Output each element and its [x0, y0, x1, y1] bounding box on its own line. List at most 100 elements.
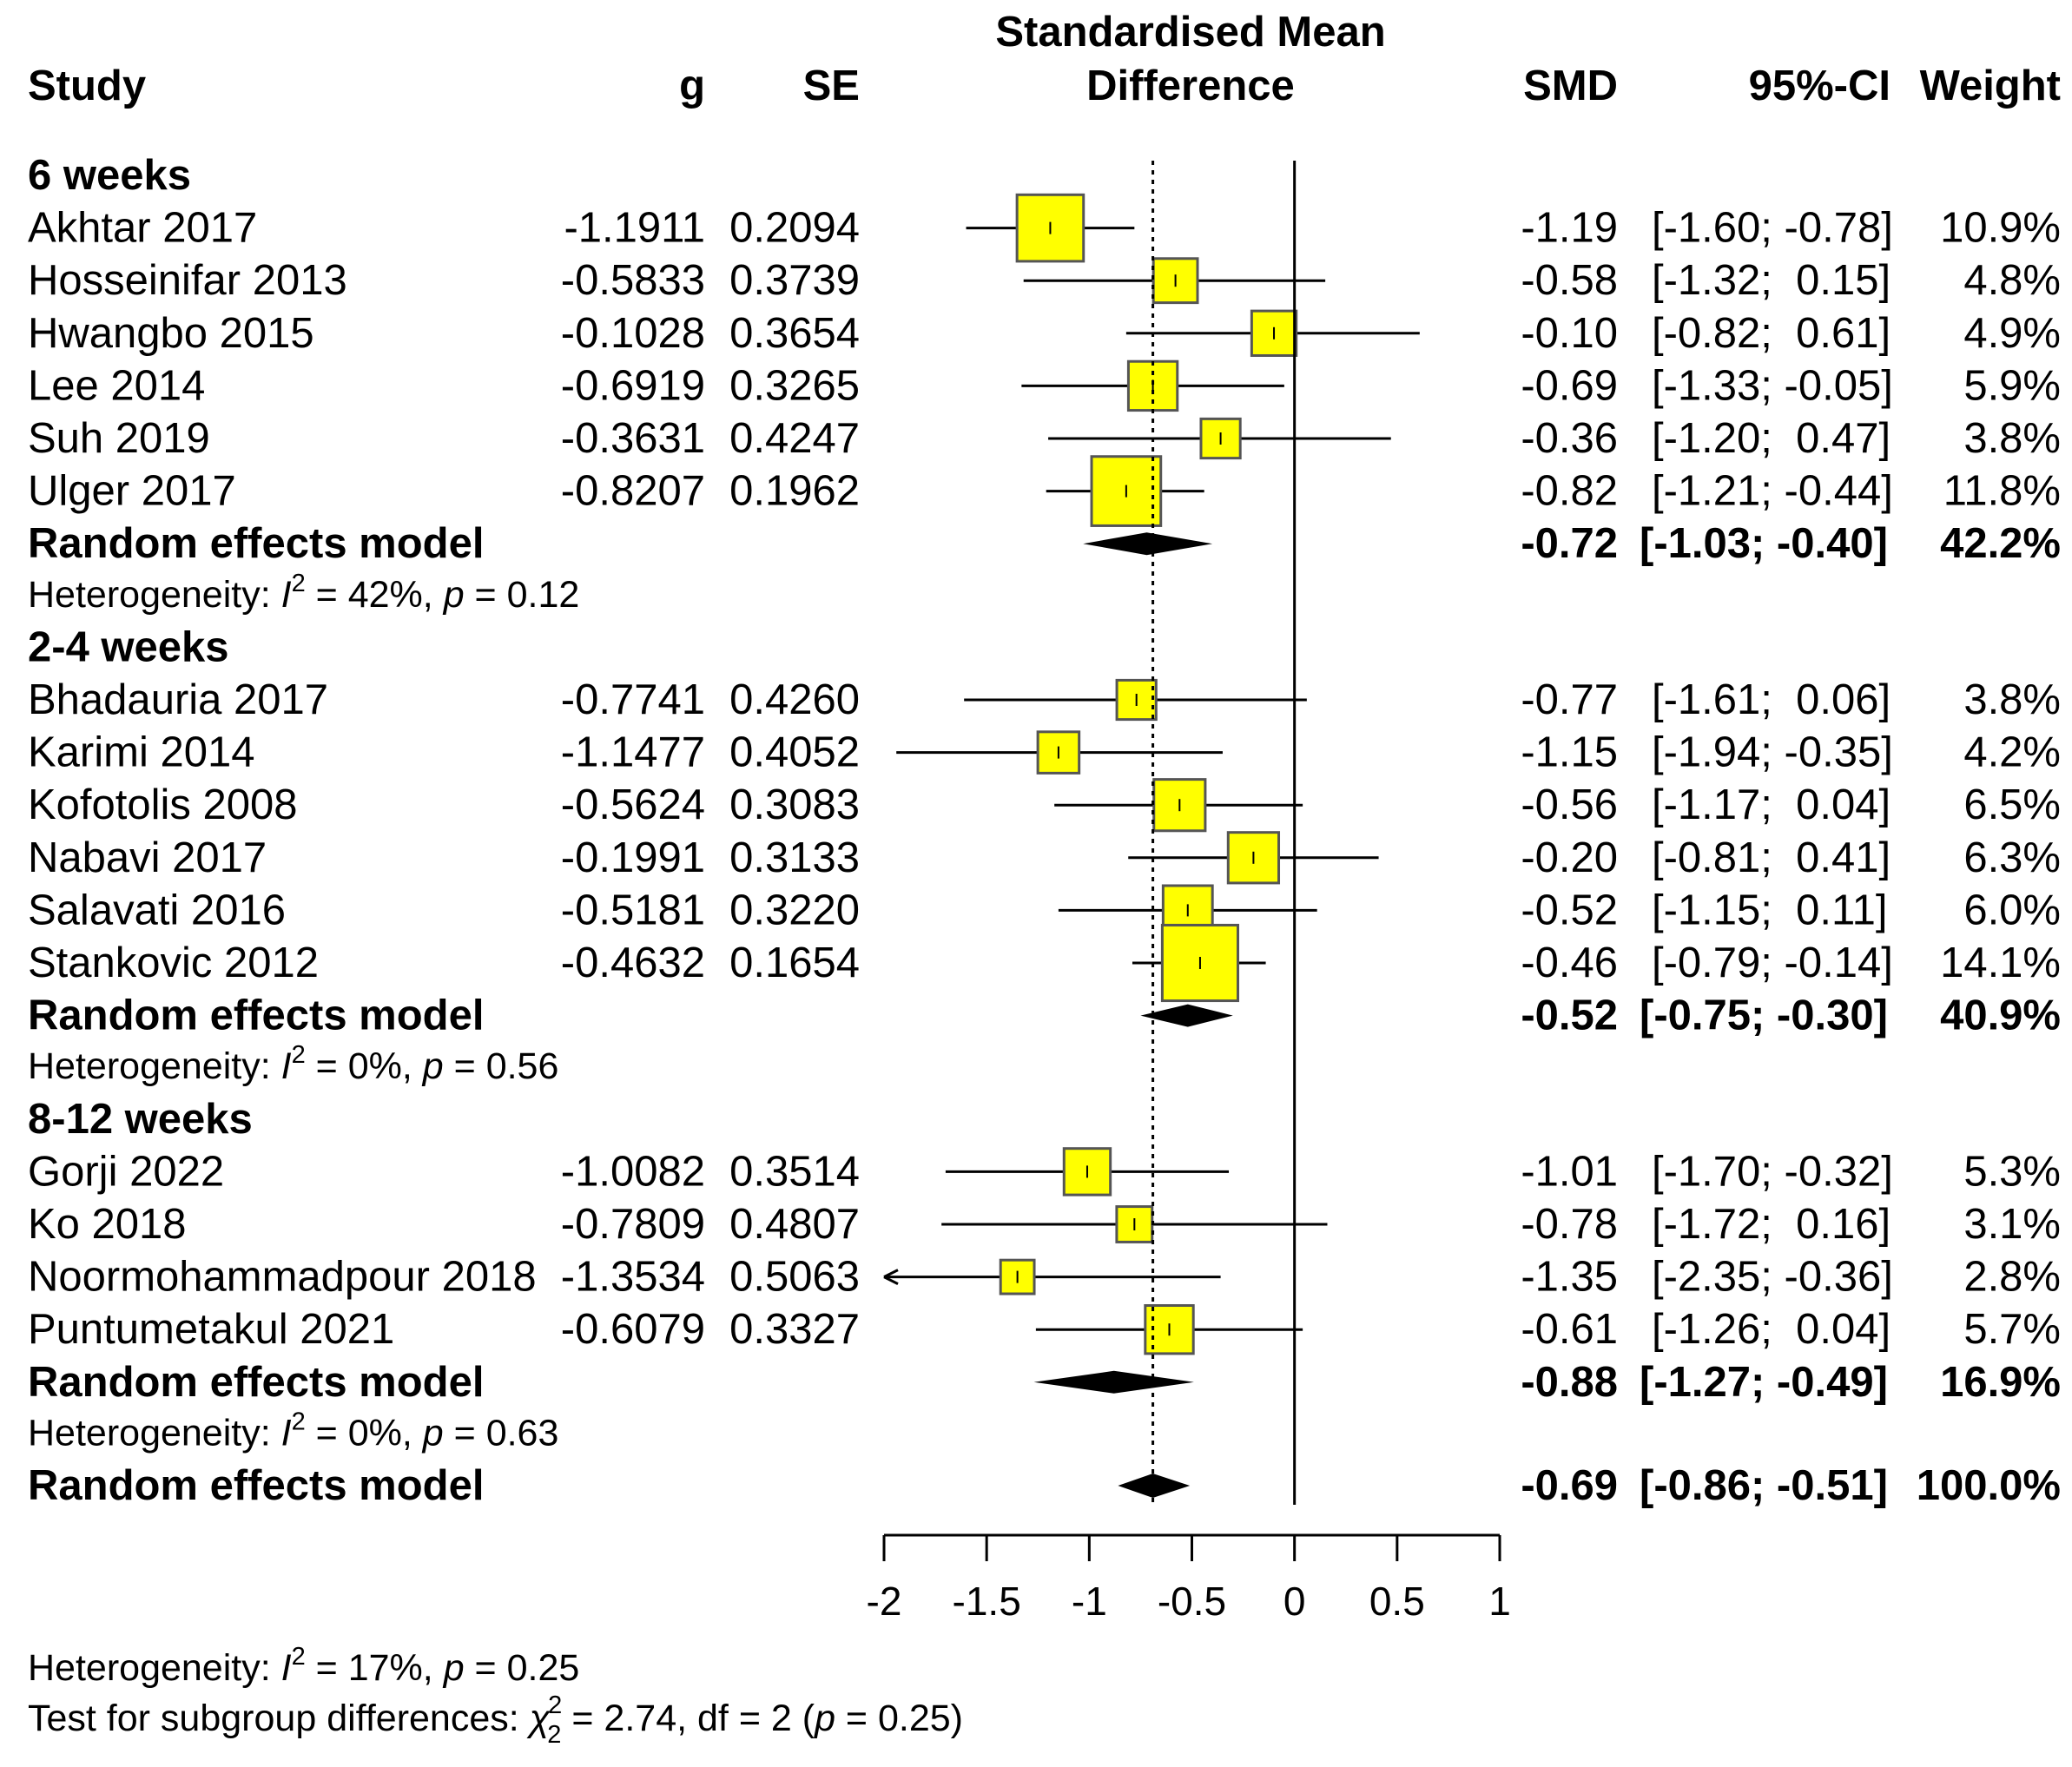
study-se: 0.2094: [729, 205, 860, 252]
study-weight: 3.8%: [1963, 415, 2061, 462]
subgroup-test: Test for subgroup differences: χ2 2 = 2.7…: [28, 1691, 963, 1749]
study-weight: 4.2%: [1963, 729, 2061, 776]
study-g: -1.1477: [561, 729, 705, 776]
subgroup-model-label: Random effects model: [28, 520, 484, 567]
subgroup-model-weight: 42.2%: [1940, 520, 2061, 567]
study-name: Stankovic 2012: [28, 940, 319, 986]
het-p-symbol: p: [421, 1412, 444, 1454]
header-row: Study g SE Standardised Mean Difference …: [28, 9, 2061, 109]
study-ci: [-0.79; -0.14]: [1652, 940, 1893, 986]
subgroup-test-chi: χ: [526, 1698, 551, 1739]
het-p: = 0.56: [444, 1045, 559, 1087]
study-se: 0.4807: [729, 1201, 860, 1248]
het-i2: 2: [292, 1408, 306, 1435]
study-se: 0.3220: [729, 887, 860, 933]
subgroup-model-label: Random effects model: [28, 1359, 484, 1406]
het-p: = 0.63: [444, 1412, 559, 1454]
study-ci: [-0.82; 0.61]: [1652, 310, 1891, 357]
study-smd: -0.52: [1521, 887, 1618, 933]
study-se: 0.4260: [729, 676, 860, 723]
study-smd: -0.46: [1521, 940, 1618, 986]
study-weight: 6.3%: [1963, 834, 2061, 881]
study-name: Gorji 2022: [28, 1148, 224, 1195]
study-weight: 6.5%: [1963, 781, 2061, 828]
study-smd: -1.19: [1521, 205, 1618, 252]
study-ci: [-1.26; 0.04]: [1652, 1306, 1891, 1353]
study-name: Puntumetakul 2021: [28, 1306, 394, 1353]
study-ci: [-1.94; -0.35]: [1652, 729, 1893, 776]
study-g: -0.8207: [561, 468, 705, 515]
study-ci: [-1.61; 0.06]: [1652, 676, 1891, 723]
study-smd: -1.01: [1521, 1148, 1618, 1195]
study-se: 0.4247: [729, 415, 860, 462]
study-se: 0.3265: [729, 362, 860, 409]
study-ci: [-1.17; 0.04]: [1652, 781, 1891, 828]
study-weight: 10.9%: [1940, 205, 2061, 252]
header-se: SE: [803, 63, 860, 109]
het-rest: = 0%,: [306, 1045, 423, 1087]
x-tick-label: -1: [1072, 1579, 1107, 1624]
subgroup-test-p-symbol: p: [813, 1698, 835, 1739]
study-weight: 5.9%: [1963, 362, 2061, 409]
x-axis: -2 -1.5 -1 -0.5 0 0.5 1: [867, 1533, 1511, 1624]
overall-het-p-symbol: p: [442, 1647, 465, 1689]
study-name: Bhadauria 2017: [28, 676, 328, 723]
study-smd: -0.58: [1521, 257, 1618, 304]
x-tick-label: 0: [1283, 1579, 1306, 1624]
overall-het-prefix: Heterogeneity:: [28, 1647, 281, 1689]
study-g: -0.1991: [561, 834, 705, 881]
study-ci: [-1.60; -0.78]: [1652, 205, 1893, 252]
het-rest: = 0%,: [306, 1412, 423, 1454]
study-ci: [-1.32; 0.15]: [1652, 257, 1891, 304]
het-i2: 2: [292, 1041, 306, 1069]
study-smd: -0.82: [1521, 468, 1618, 515]
overall-het-p: = 0.25: [465, 1647, 580, 1689]
subgroup-test-prefix: Test for subgroup differences:: [28, 1698, 530, 1739]
overall-model-smd: -0.69: [1521, 1462, 1618, 1509]
study-weight: 4.9%: [1963, 310, 2061, 357]
subgroup-model-ci: [-1.03; -0.40]: [1640, 520, 1888, 567]
x-tick-label: 0.5: [1369, 1579, 1425, 1624]
het-p-symbol: p: [421, 1045, 444, 1087]
study-se: 0.1654: [729, 940, 860, 986]
het-prefix: Heterogeneity:: [28, 1045, 281, 1087]
x-tick-label: -0.5: [1158, 1579, 1226, 1624]
study-weight: 2.8%: [1963, 1254, 2061, 1301]
x-tick-label: -1.5: [953, 1579, 1021, 1624]
study-name: Nabavi 2017: [28, 834, 267, 881]
subgroup-test-chi-sup: 2: [548, 1691, 562, 1719]
study-g: -0.5833: [561, 257, 705, 304]
x-tick-label: 1: [1488, 1579, 1511, 1624]
subgroup-model-weight: 16.9%: [1940, 1359, 2061, 1406]
study-smd: -0.77: [1521, 676, 1618, 723]
study-weight: 11.8%: [1943, 468, 2061, 515]
study-smd: -0.69: [1521, 362, 1618, 409]
study-name: Hosseinifar 2013: [28, 257, 347, 304]
study-name: Kofotolis 2008: [28, 781, 298, 828]
study-ci: [-1.70; -0.32]: [1652, 1148, 1893, 1195]
study-g: -0.7809: [561, 1201, 705, 1248]
study-box: [1090, 455, 1163, 527]
study-name: Karimi 2014: [28, 729, 254, 776]
study-ci: [-0.81; 0.41]: [1652, 834, 1891, 881]
study-se: 0.3739: [729, 257, 860, 304]
forest-rows: 6 weeks Akhtar 2017 -1.1911 0.2094 -1.19 [-1.…: [28, 152, 2061, 1509]
study-box: [1199, 417, 1242, 460]
subgroup-model-ci: [-0.75; -0.30]: [1640, 992, 1888, 1039]
overall-het-i2: 2: [292, 1643, 306, 1671]
het-rest: = 42%,: [306, 574, 444, 616]
study-g: -0.4632: [561, 940, 705, 986]
study-name: Noormohammadpour 2018: [28, 1254, 537, 1301]
study-name: Lee 2014: [28, 362, 205, 409]
header-smd: SMD: [1523, 63, 1618, 109]
study-box: [1115, 678, 1158, 722]
subgroup-test-p: = 0.25): [835, 1698, 963, 1739]
study-smd: -0.78: [1521, 1201, 1618, 1248]
forest-marks: [883, 161, 1420, 1505]
study-g: -1.1911: [564, 205, 705, 252]
header-weight: Weight: [1920, 63, 2061, 109]
study-se: 0.3327: [729, 1306, 860, 1353]
het-p: = 0.12: [465, 574, 580, 616]
study-smd: -0.10: [1521, 310, 1618, 357]
subgroup-model-label: Random effects model: [28, 992, 484, 1039]
